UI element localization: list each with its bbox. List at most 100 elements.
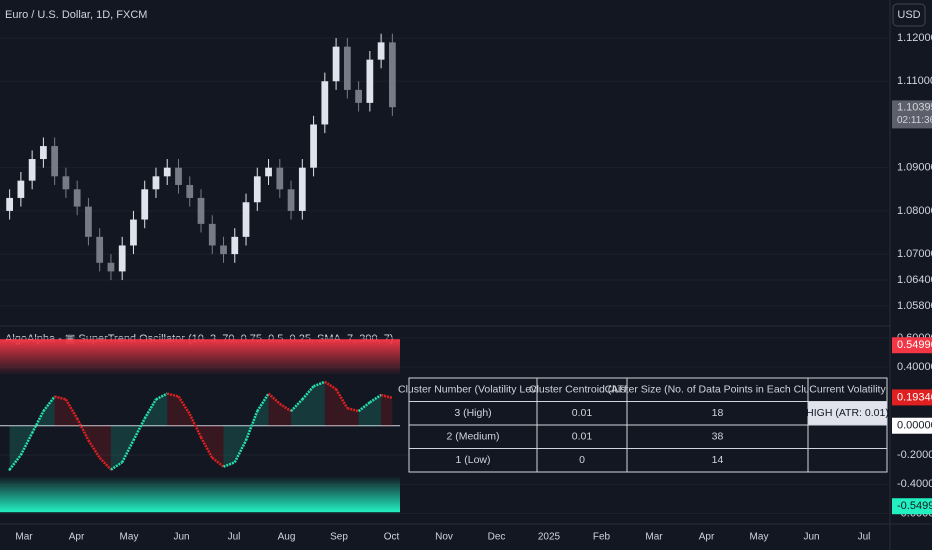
candle-body — [141, 189, 149, 220]
candle-body — [197, 197, 205, 224]
osc-segment — [143, 398, 158, 420]
table-text: 14 — [712, 454, 724, 466]
price-tick-label: 1.05800 — [897, 300, 932, 312]
osc-fill — [110, 425, 123, 470]
time-tick-label: 2025 — [538, 532, 561, 543]
time-tick-label: May — [750, 532, 769, 543]
osc-segment — [31, 410, 45, 434]
time-tick-label: Oct — [384, 532, 400, 543]
table-text: 0.01 — [572, 431, 593, 443]
osc-fill — [88, 425, 100, 458]
price-tick-label: 1.07000 — [897, 248, 932, 260]
candle-body — [96, 236, 104, 263]
osc-segment — [279, 402, 292, 413]
osc-fill — [201, 425, 213, 458]
osc-segment — [121, 439, 135, 463]
osc-segment — [8, 454, 22, 471]
currency-button[interactable] — [892, 3, 926, 27]
time-tick-label: Mar — [15, 532, 33, 543]
time-tick-label: Dec — [488, 532, 506, 543]
table-text: 0 — [579, 454, 585, 466]
candle-body — [107, 262, 115, 272]
osc-segment — [19, 432, 34, 456]
osc-value-label: 0.00000 — [897, 420, 932, 432]
osc-fill — [324, 381, 337, 426]
candle-body — [62, 176, 70, 190]
candle-body — [186, 184, 194, 198]
osc-segment — [177, 395, 191, 415]
price-tick-label: 1.08000 — [897, 205, 932, 217]
candle-body — [332, 46, 340, 82]
price-tick-label: 1.12000 — [897, 32, 932, 44]
candle-body — [321, 81, 329, 125]
table-cell — [807, 424, 888, 449]
candle-body — [253, 176, 261, 203]
candle-body — [6, 197, 14, 211]
price-tick-label: 1.06400 — [897, 274, 932, 286]
osc-segment — [199, 436, 214, 459]
candle-body — [17, 180, 25, 198]
osc-segment — [188, 413, 203, 438]
table-text: 0.01 — [572, 407, 593, 419]
osc-segment — [380, 393, 393, 400]
osc-segment — [98, 457, 112, 471]
osc-segment — [233, 439, 248, 463]
osc-segment — [155, 392, 168, 401]
osc-fill — [336, 389, 348, 426]
table-text: 38 — [712, 431, 724, 443]
time-tick-label: Mar — [645, 532, 663, 543]
osc-value-label: -0.54996 — [897, 500, 932, 512]
price-tick-label: 1.09000 — [897, 162, 932, 174]
osc-segment — [290, 398, 304, 412]
osc-fill — [223, 425, 235, 467]
osc-fill — [369, 394, 382, 426]
table-text: Cluster Size (No. of Data Points in Each… — [605, 384, 831, 396]
candle-body — [152, 176, 160, 190]
time-tick-label: Nov — [435, 532, 453, 543]
upper-band — [0, 339, 400, 376]
osc-segment — [357, 401, 371, 413]
osc-segment — [110, 461, 123, 471]
osc-segment — [347, 406, 359, 413]
candle-body — [163, 167, 171, 177]
osc-fill — [313, 381, 325, 426]
candle-body — [28, 159, 36, 181]
osc-segment — [211, 456, 225, 468]
last-price-tag — [892, 100, 932, 129]
candle-body — [73, 189, 81, 207]
candle-body — [51, 146, 59, 177]
time-tick-label: Apr — [69, 532, 85, 543]
time-tick-label: Apr — [699, 532, 715, 543]
candle-body — [175, 167, 182, 185]
candle-body — [208, 223, 216, 246]
osc-value-tag — [892, 337, 932, 354]
table-text: 18 — [712, 407, 724, 419]
osc-value-tag — [892, 498, 932, 515]
osc-fill — [212, 425, 224, 467]
time-tick-label: Feb — [593, 532, 611, 543]
osc-fill — [54, 396, 66, 426]
osc-segment — [369, 393, 382, 404]
osc-segment — [313, 380, 326, 388]
currency-label[interactable]: USD — [897, 9, 920, 21]
osc-segment — [87, 439, 101, 459]
osc-segment — [223, 461, 236, 468]
osc-fill — [9, 425, 21, 470]
table-text: Cluster Centroid (ATR) — [529, 384, 635, 396]
lower-band — [0, 476, 400, 513]
table-text: 3 (High) — [454, 407, 491, 419]
osc-segment — [244, 410, 259, 441]
osc-segment — [166, 392, 179, 398]
osc-value-tag — [892, 389, 932, 406]
osc-segment — [324, 380, 337, 391]
osc-fill — [167, 393, 179, 426]
candle-body — [130, 219, 137, 246]
symbol-title: Euro / U.S. Dollar, 1D, FXCM — [5, 9, 147, 21]
osc-fill — [268, 393, 280, 426]
price-tick-label: 1.11000 — [897, 75, 932, 87]
osc-segment — [335, 388, 349, 409]
osc-segment — [64, 398, 79, 420]
candle-body — [388, 42, 396, 108]
